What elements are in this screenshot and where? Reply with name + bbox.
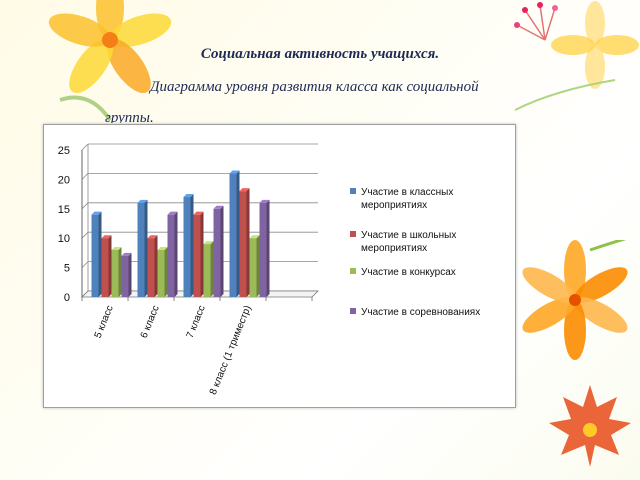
bar [183,197,191,297]
bar-top [111,246,122,250]
bar-top [193,211,204,215]
bar [111,249,119,297]
bar-side [256,235,260,297]
bar-top [147,235,158,239]
bar-side [210,241,214,297]
orange-lily-decoration [522,240,628,360]
pink-flower-decoration [514,1,639,111]
bar [213,208,221,297]
legend-label: Участие в школьных [361,230,456,241]
legend-swatch [350,188,356,194]
y-tick-label: 10 [58,233,70,245]
page-title: Социальная активность учащихся. [200,46,440,62]
legend-swatch [350,308,356,314]
bar-side [164,246,168,297]
bar [259,202,267,297]
bar-side [220,205,224,297]
bar-top [259,199,270,203]
bar-side [98,211,102,297]
bar-side [236,170,240,297]
gridline-depth [81,261,89,268]
bar-top [91,211,102,215]
legend-label: Участие в конкурсах [361,267,456,278]
bar [167,214,175,297]
bar-top [137,199,148,203]
bar [157,249,165,297]
y-tick-label: 0 [64,292,70,304]
x-tick-label: 8 класс (1 триместр) [208,304,254,396]
gridline-depth [81,143,89,151]
bar-top [157,246,168,250]
bar [229,173,237,297]
chart-container: 0 5 10 15 20 25 5 класс 6 класс 7 класс 8 класс (… [43,124,516,408]
legend-label: Участие в классных [361,187,453,198]
bar-top [121,252,132,256]
legend-label: Участие в соревнованиях [361,307,480,318]
x-tick-label: 7 класс [185,304,208,340]
yellow-lily-decoration [48,0,172,122]
x-tick-label: 5 класс [93,304,116,340]
chart-caption-continuation: группы. [105,110,154,123]
maple-leaf-decoration [549,385,631,467]
bar [121,255,129,297]
gridline-depth [81,231,89,239]
gridline-depth [81,202,89,210]
bar [193,214,201,297]
bar-side [154,235,158,297]
bar-top [239,188,250,192]
y-tick-label: 15 [58,204,70,216]
bar-top [167,211,178,215]
legend-swatch [350,268,356,274]
bar-side [200,211,204,297]
x-tick-label: 6 класс [139,304,162,340]
bar-top [101,235,112,239]
bar-top [213,205,224,209]
bar-top [183,194,194,198]
bar [91,214,99,297]
y-tick-label: 20 [58,174,70,186]
bar [249,238,257,297]
bar-top [249,235,260,239]
y-tick-label: 25 [58,145,70,157]
y-tick-label: 5 [64,263,70,275]
legend-swatch [350,231,356,237]
bar-side [128,252,132,297]
bar-side [144,199,148,297]
bar-top [229,170,240,174]
bar [137,202,145,297]
legend-label: мероприятиях [361,243,427,254]
gridline-depth [81,173,89,180]
bar [101,238,109,297]
bar-side [108,235,112,297]
bar-side [174,211,178,297]
bar-chart: 0 5 10 15 20 25 5 класс 6 класс 7 класс 8 класс (… [58,143,480,396]
bar-side [190,194,194,297]
bar-side [118,246,122,297]
bar-side [266,199,270,297]
chart-caption: Диаграмма уровня развития класса как соц… [150,79,479,95]
bar-top [203,241,214,245]
bar [239,191,247,297]
bar-side [246,188,250,297]
legend-label: мероприятиях [361,200,427,211]
bar [203,244,211,297]
bar [147,238,155,297]
